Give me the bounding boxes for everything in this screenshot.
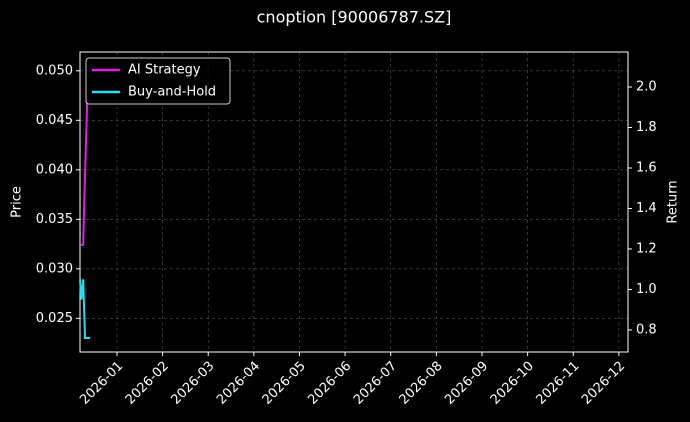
y2-tick-label: 1.8 — [636, 120, 657, 135]
series-line — [79, 279, 91, 340]
y2-tick-label: 2.0 — [636, 80, 657, 95]
y-tick-label: 0.030 — [36, 261, 73, 276]
plot-frame — [79, 51, 629, 353]
y2-tick-label: 1.4 — [636, 201, 657, 216]
y-tick-label: 0.050 — [36, 63, 73, 78]
y-tick-label: 0.035 — [36, 212, 73, 227]
y-axis-label: Price — [10, 186, 25, 218]
legend-label: AI Strategy — [128, 63, 201, 78]
y2-tick-label: 0.8 — [636, 322, 657, 337]
legend-label: Buy-and-Hold — [128, 85, 216, 100]
series-line — [80, 99, 89, 246]
y-tick-label: 0.040 — [36, 162, 73, 177]
legend-box — [85, 57, 231, 105]
y2-tick-label: 1.0 — [636, 282, 657, 297]
y-tick-label: 0.045 — [36, 113, 73, 128]
chart-title: cnoption [90006787.SZ] — [257, 8, 452, 27]
y2-tick-label: 1.2 — [636, 241, 657, 256]
y-tick-label: 0.025 — [36, 311, 73, 326]
y2-tick-label: 1.6 — [636, 160, 657, 175]
y2-axis-label: Return — [666, 180, 681, 223]
